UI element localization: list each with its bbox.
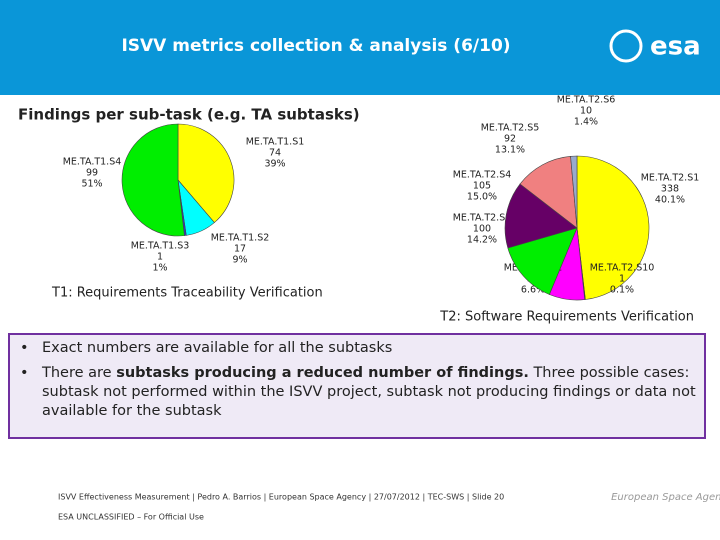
slice-percent: 6.6% [521,285,545,296]
slice-label: ME.TA.T1.S2 [211,233,270,244]
logo: esa [650,32,701,62]
bullet-box: Exact numbers are available for all the … [8,333,706,439]
slice-value: 92 [504,134,516,145]
chart-caption: T2: Software Requirements Verification [439,310,694,325]
pie-slice [177,123,235,223]
slice-label: ME.TA.T2.S6 [557,95,616,106]
pie-slice [519,155,578,229]
footer-agency: European Space Agency [611,492,720,503]
slice-value: 99 [86,168,98,179]
slice-label: ME.TA.T2.S3 [453,213,512,224]
slice-value: 1 [619,274,625,285]
subtitle: Findings per sub-task (e.g. TA subtasks) [18,106,360,124]
footer-classification: ESA UNCLASSIFIED – For Official Use [58,513,204,522]
slice-percent: 39% [264,159,285,170]
slice-value: 100 [473,224,491,235]
pie-slice [576,155,650,300]
slice-label: ME.TA.T2.S4 [453,170,512,181]
slice-label: ME.TA.T1.S1 [246,137,305,148]
slice-value: 338 [661,184,679,195]
slice-percent: 14.2% [467,235,497,246]
slice-label: ME.TA.T2.S1 [641,173,700,184]
slice-label: ME.TA.T2.S5 [481,123,540,134]
header-band [0,0,720,95]
bullet-text: Three possible cases: subtask not perfor… [42,365,696,419]
pie-slice [121,123,185,237]
slice-label: ME.TA.T1.S3 [131,241,190,252]
bullet: There are subtasks producing a reduced n… [10,364,700,421]
pie-slice [570,155,578,229]
slice-value: 105 [473,181,491,192]
pie-slice [504,183,578,249]
slice-percent: 1.4% [574,117,598,128]
slice-value: 1 [157,252,163,263]
logo-ring [609,29,643,63]
slice-percent: 13.1% [495,145,525,156]
footer-line: ISVV Effectiveness Measurement | Pedro A… [58,493,504,502]
slice-percent: 9% [232,255,247,266]
slice-percent: 51% [81,179,102,190]
bullet-emphasis: subtasks producing a reduced number of f… [116,365,529,381]
slice-label: ME.TA.T2.S10 [590,263,655,274]
slice-label: ME.TA.T1.S4 [63,157,122,168]
bullet: Exact numbers are available for all the … [10,339,700,358]
slice-value: 10 [580,106,592,117]
bullet-text: There are [42,365,117,381]
slice-percent: 15.0% [467,192,497,203]
title: ISVV metrics collection & analysis (6/10… [121,36,510,56]
slice-percent: 1% [152,263,167,274]
pie-slice [507,227,578,295]
bullet-text: Exact numbers are available for all the … [42,340,393,356]
slice-value: 17 [234,244,246,255]
slice-percent: 0.1% [610,285,634,296]
slice-percent: 40.1% [655,195,685,206]
chart-caption: T1: Requirements Traceability Verificati… [51,286,323,301]
slice-value: 74 [269,148,281,159]
